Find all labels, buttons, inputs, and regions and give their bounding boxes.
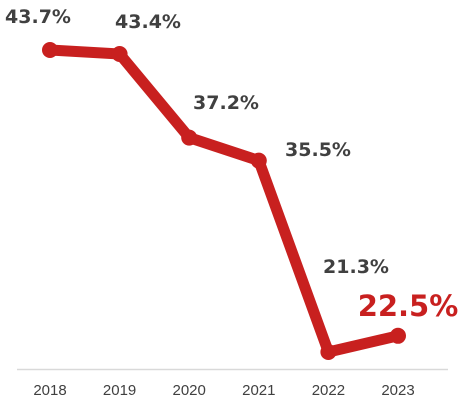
x-tick-label-2023: 2023 [381, 382, 414, 399]
data-label-2018: 43.7% [5, 6, 71, 28]
data-label-2022: 21.3% [323, 256, 389, 278]
x-tick-label-2018: 2018 [33, 382, 66, 399]
x-tick-label-2021: 2021 [242, 382, 275, 399]
data-label-2019: 43.4% [115, 11, 181, 33]
data-label-2023: 22.5% [358, 289, 459, 323]
data-labels: 43.7% 43.4% 37.2% 35.5% 21.3% 22.5% [5, 6, 458, 323]
data-point-2019 [111, 46, 128, 62]
data-point-2023 [390, 327, 406, 344]
series-line [44, 44, 404, 358]
data-point-2021 [250, 152, 267, 169]
data-label-2020: 37.2% [193, 92, 259, 114]
data-point-2020 [181, 129, 198, 146]
data-markers [42, 42, 406, 360]
data-label-2021: 35.5% [285, 139, 351, 161]
x-tick-label-2019: 2019 [103, 382, 136, 399]
x-axis-ticks: 2018 2019 2020 2021 2022 2023 [33, 382, 414, 399]
data-point-2018 [42, 42, 58, 58]
x-tick-label-2022: 2022 [312, 382, 345, 399]
data-point-2022 [320, 344, 337, 360]
x-tick-label-2020: 2020 [173, 382, 206, 399]
